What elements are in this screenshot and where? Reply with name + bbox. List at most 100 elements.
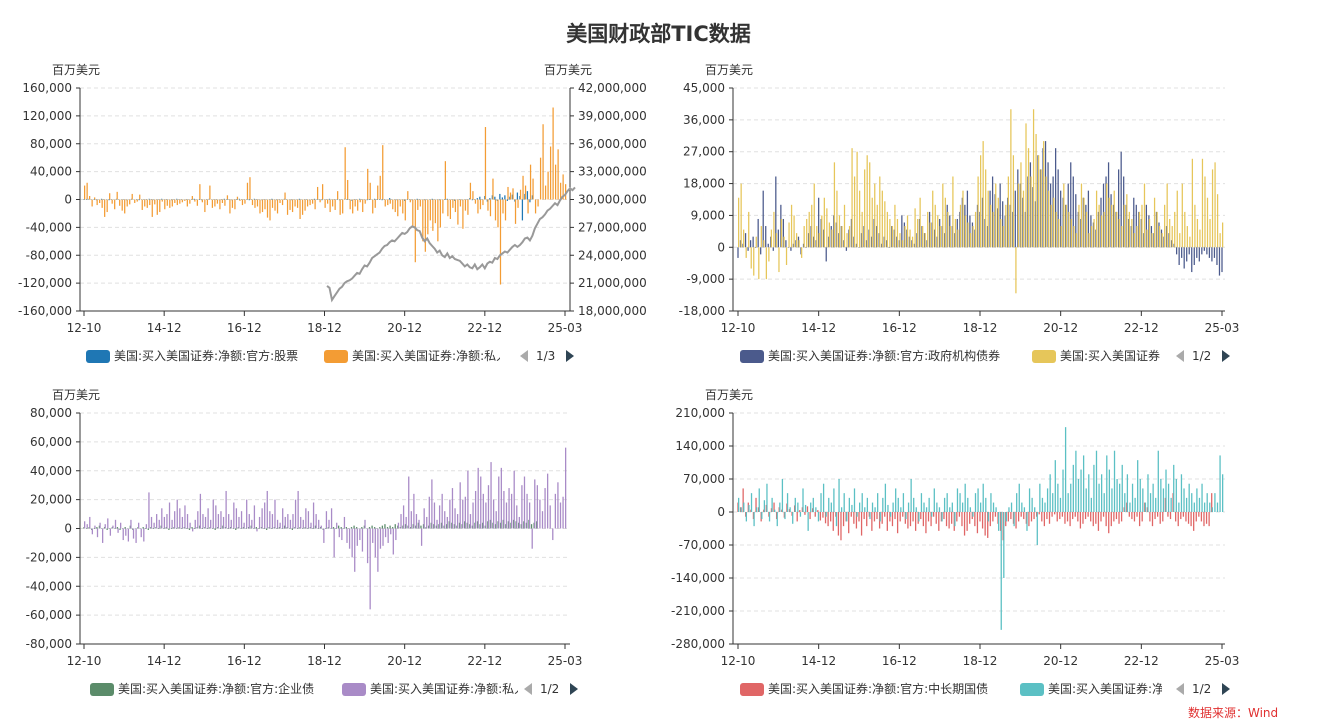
bar xyxy=(1010,512,1012,520)
bar xyxy=(1134,497,1136,512)
bar xyxy=(178,199,180,200)
bar xyxy=(773,502,775,512)
bar xyxy=(171,199,173,207)
bar xyxy=(762,190,764,248)
bar xyxy=(957,229,959,248)
legend-item-2-1[interactable]: 美国:买入美国证券:净额:官方:政府机构债券 xyxy=(740,348,1022,364)
pager-prev-icon[interactable] xyxy=(524,683,532,695)
bar xyxy=(1164,204,1166,248)
bar xyxy=(381,199,383,201)
y-tick-label: 40,000 xyxy=(30,165,72,179)
bar xyxy=(1153,197,1156,248)
bar xyxy=(191,527,193,529)
bar xyxy=(384,528,387,538)
bar xyxy=(337,191,339,200)
legend-item-1-2[interactable]: 美国:买入美国证券:净额:私人 xyxy=(324,348,500,364)
bar xyxy=(248,514,250,529)
legend-4: 美国:买入美国证券:净额:官方:中长期国债 美国:买入美国证券:净额:私人 1/… xyxy=(740,681,1240,697)
pager-prev-icon[interactable] xyxy=(1176,350,1184,362)
y-axis-title: 百万美元 xyxy=(705,388,753,402)
bar xyxy=(373,198,376,200)
bar xyxy=(554,493,556,529)
bar xyxy=(830,502,832,512)
pager-next-icon[interactable] xyxy=(1222,683,1230,695)
pager-next-icon[interactable] xyxy=(566,350,574,362)
bar xyxy=(1022,197,1024,248)
legend-item-3-1[interactable]: 美国:买入美国证券:净额:官方:企业债 xyxy=(90,681,334,697)
bar xyxy=(1017,512,1020,522)
bar xyxy=(1060,226,1062,248)
bar xyxy=(1190,512,1192,527)
bar xyxy=(100,198,103,200)
bar xyxy=(742,488,744,512)
bar xyxy=(1083,197,1085,248)
bar xyxy=(356,528,358,546)
legend-item-1-1[interactable]: 美国:买入美国证券:净额:官方:股票 xyxy=(86,348,318,364)
bar xyxy=(1050,204,1052,248)
bar xyxy=(914,512,917,531)
bar xyxy=(979,512,981,522)
bar xyxy=(444,161,447,200)
bar xyxy=(780,204,782,248)
bar xyxy=(1087,190,1090,248)
y-tick-label: 40,000 xyxy=(30,464,72,478)
bar xyxy=(1196,218,1199,248)
bar xyxy=(1124,493,1126,512)
bar xyxy=(457,199,459,225)
bar xyxy=(410,511,412,529)
bar xyxy=(340,527,342,529)
bar xyxy=(349,199,351,210)
legend-item-4-1[interactable]: 美国:买入美国证券:净额:官方:中长期国债 xyxy=(740,681,1010,697)
bar xyxy=(374,527,376,529)
legend-swatch xyxy=(86,350,110,363)
bar xyxy=(446,516,448,529)
bar xyxy=(1005,204,1007,248)
bar xyxy=(942,183,944,248)
legend-item-3-2[interactable]: 美国:买入美国证券:净额:私人 xyxy=(342,681,518,697)
bar xyxy=(107,518,109,529)
bar xyxy=(467,470,469,529)
bar xyxy=(376,199,378,200)
bar xyxy=(102,528,104,543)
bar xyxy=(1026,512,1028,531)
pager-next-icon[interactable] xyxy=(1222,350,1230,362)
bar xyxy=(211,528,214,529)
bar xyxy=(175,528,178,529)
bar xyxy=(1205,512,1208,524)
bar xyxy=(490,462,492,529)
bar xyxy=(843,204,846,248)
legend-item-4-2[interactable]: 美国:买入美国证券:净额:私人 xyxy=(1020,681,1162,697)
pager-prev-icon[interactable] xyxy=(1176,683,1184,695)
bar xyxy=(432,199,434,231)
bar xyxy=(1200,512,1203,522)
x-tick-label: 20-12 xyxy=(387,321,422,335)
bar xyxy=(144,199,146,207)
bar xyxy=(1070,483,1072,512)
bar xyxy=(1037,155,1040,248)
x-tick-label: 12-10 xyxy=(67,654,102,668)
bar xyxy=(320,525,322,529)
pager-prev-icon[interactable] xyxy=(520,350,528,362)
bar xyxy=(856,151,858,248)
bar xyxy=(329,199,331,213)
bar xyxy=(810,502,812,512)
bar xyxy=(104,199,106,217)
bar xyxy=(1126,194,1128,248)
bar xyxy=(354,199,356,207)
bar xyxy=(499,199,502,285)
bar xyxy=(311,199,313,200)
y-tick-label: -9,000 xyxy=(686,272,725,286)
bar xyxy=(1142,488,1144,512)
pager-next-icon[interactable] xyxy=(570,683,578,695)
bar xyxy=(935,512,937,524)
y-tick-label: 36,000 xyxy=(683,113,725,127)
bar xyxy=(394,524,396,529)
bar xyxy=(779,502,781,512)
bar xyxy=(765,226,767,248)
bar xyxy=(395,528,397,541)
bar xyxy=(530,524,533,529)
legend-item-2-2[interactable]: 美国:买入美国证券 xyxy=(1032,348,1168,364)
bar xyxy=(353,525,355,529)
x-tick-label: 22-12 xyxy=(1124,321,1159,335)
bar xyxy=(300,516,302,529)
